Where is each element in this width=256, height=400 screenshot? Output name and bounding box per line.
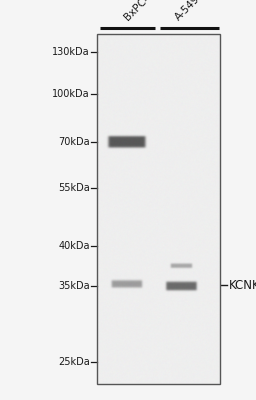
Text: BxPC-3: BxPC-3 bbox=[122, 0, 156, 22]
Text: 35kDa: 35kDa bbox=[58, 281, 90, 291]
Text: 100kDa: 100kDa bbox=[52, 89, 90, 99]
Text: 70kDa: 70kDa bbox=[58, 137, 90, 147]
Text: 130kDa: 130kDa bbox=[52, 47, 90, 57]
Text: 55kDa: 55kDa bbox=[58, 183, 90, 193]
Text: 25kDa: 25kDa bbox=[58, 357, 90, 367]
Text: KCNK15: KCNK15 bbox=[229, 279, 256, 292]
Text: 40kDa: 40kDa bbox=[58, 241, 90, 251]
Text: A-549: A-549 bbox=[173, 0, 202, 22]
